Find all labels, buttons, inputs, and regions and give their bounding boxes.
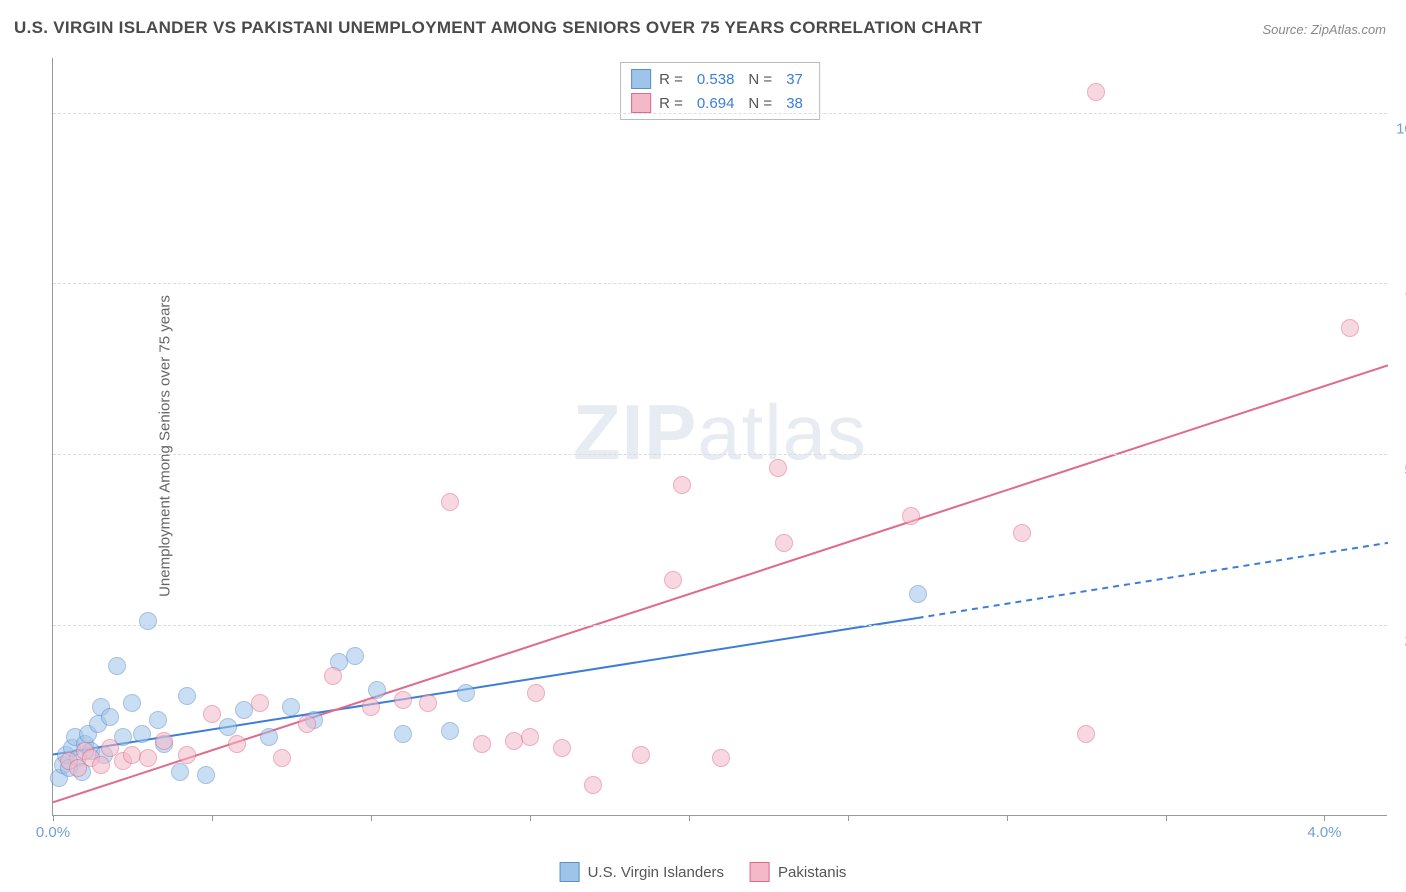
data-point bbox=[362, 698, 380, 716]
data-point bbox=[228, 735, 246, 753]
legend-item: Pakistanis bbox=[750, 862, 846, 882]
data-point bbox=[282, 698, 300, 716]
n-value-usvi: 37 bbox=[780, 71, 809, 88]
data-point bbox=[123, 694, 141, 712]
gridline-h bbox=[53, 625, 1387, 626]
gridline-h bbox=[53, 113, 1387, 114]
gridline-h bbox=[53, 454, 1387, 455]
data-point bbox=[171, 763, 189, 781]
data-point bbox=[1087, 83, 1105, 101]
x-tick bbox=[371, 815, 372, 821]
data-point bbox=[1077, 725, 1095, 743]
data-point bbox=[769, 459, 787, 477]
r-value-pakistani: 0.694 bbox=[691, 95, 741, 112]
data-point bbox=[441, 722, 459, 740]
data-point bbox=[1013, 524, 1031, 542]
data-point bbox=[473, 735, 491, 753]
legend-swatch-pakistani bbox=[631, 93, 651, 113]
legend-correlation: R = 0.538 N = 37 R = 0.694 N = 38 bbox=[620, 62, 820, 120]
data-point bbox=[260, 728, 278, 746]
data-point bbox=[149, 711, 167, 729]
data-point bbox=[664, 571, 682, 589]
data-point bbox=[92, 756, 110, 774]
legend-swatch-usvi bbox=[631, 69, 651, 89]
data-point bbox=[775, 534, 793, 552]
data-point bbox=[457, 684, 475, 702]
data-point bbox=[197, 766, 215, 784]
x-tick-label: 0.0% bbox=[36, 824, 70, 841]
data-point bbox=[178, 687, 196, 705]
data-point bbox=[902, 507, 920, 525]
data-point bbox=[368, 681, 386, 699]
legend-label: Pakistanis bbox=[778, 864, 846, 881]
y-tick-label: 100.0% bbox=[1396, 120, 1406, 137]
x-tick bbox=[212, 815, 213, 821]
data-point bbox=[441, 493, 459, 511]
x-tick bbox=[1166, 815, 1167, 821]
data-point bbox=[584, 776, 602, 794]
x-tick-label: 4.0% bbox=[1307, 824, 1341, 841]
data-point bbox=[273, 749, 291, 767]
chart-title: U.S. VIRGIN ISLANDER VS PAKISTANI UNEMPL… bbox=[14, 18, 982, 38]
data-point bbox=[527, 684, 545, 702]
legend-row: R = 0.538 N = 37 bbox=[631, 67, 809, 91]
data-point bbox=[553, 739, 571, 757]
legend-label: U.S. Virgin Islanders bbox=[588, 864, 724, 881]
data-point bbox=[712, 749, 730, 767]
data-point bbox=[394, 691, 412, 709]
correlation-chart: U.S. VIRGIN ISLANDER VS PAKISTANI UNEMPL… bbox=[0, 0, 1406, 892]
gridline-h bbox=[53, 283, 1387, 284]
data-point bbox=[251, 694, 269, 712]
x-tick bbox=[530, 815, 531, 821]
data-point bbox=[139, 749, 157, 767]
plot-area: ZIPatlas R = 0.538 N = 37 R = 0.694 N = … bbox=[52, 58, 1387, 816]
data-point bbox=[632, 746, 650, 764]
data-point bbox=[1341, 319, 1359, 337]
legend-swatch-usvi bbox=[560, 862, 580, 882]
x-tick bbox=[1324, 815, 1325, 821]
legend-row: R = 0.694 N = 38 bbox=[631, 91, 809, 115]
chart-source: Source: ZipAtlas.com bbox=[1262, 22, 1386, 37]
data-point bbox=[673, 476, 691, 494]
legend-series: U.S. Virgin Islanders Pakistanis bbox=[560, 862, 847, 882]
data-point bbox=[178, 746, 196, 764]
data-point bbox=[521, 728, 539, 746]
watermark: ZIPatlas bbox=[573, 386, 867, 477]
n-value-pakistani: 38 bbox=[780, 95, 809, 112]
legend-swatch-pakistani bbox=[750, 862, 770, 882]
data-point bbox=[139, 612, 157, 630]
data-point bbox=[419, 694, 437, 712]
r-value-usvi: 0.538 bbox=[691, 71, 741, 88]
x-tick bbox=[53, 815, 54, 821]
data-point bbox=[298, 715, 316, 733]
data-point bbox=[909, 585, 927, 603]
data-point bbox=[155, 732, 173, 750]
data-point bbox=[346, 647, 364, 665]
data-point bbox=[101, 708, 119, 726]
data-point bbox=[203, 705, 221, 723]
x-tick bbox=[689, 815, 690, 821]
legend-item: U.S. Virgin Islanders bbox=[560, 862, 724, 882]
data-point bbox=[108, 657, 126, 675]
data-point bbox=[394, 725, 412, 743]
x-tick bbox=[848, 815, 849, 821]
data-point bbox=[324, 667, 342, 685]
data-point bbox=[133, 725, 151, 743]
data-point bbox=[219, 718, 237, 736]
x-tick bbox=[1007, 815, 1008, 821]
